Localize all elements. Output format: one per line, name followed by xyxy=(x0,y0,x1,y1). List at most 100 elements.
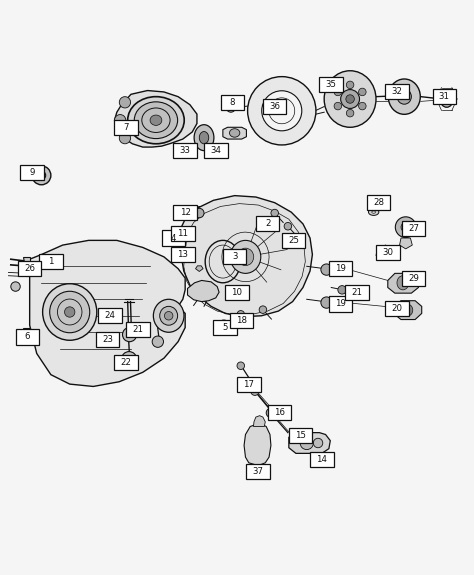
Ellipse shape xyxy=(341,90,359,109)
Ellipse shape xyxy=(64,307,75,317)
Circle shape xyxy=(321,297,332,308)
Polygon shape xyxy=(244,423,271,466)
Text: 16: 16 xyxy=(274,408,285,417)
Circle shape xyxy=(115,114,126,126)
Circle shape xyxy=(300,436,313,450)
Polygon shape xyxy=(388,273,419,293)
Text: 17: 17 xyxy=(243,380,254,389)
FancyBboxPatch shape xyxy=(220,95,244,110)
Text: 23: 23 xyxy=(102,335,113,344)
FancyBboxPatch shape xyxy=(230,313,254,328)
FancyBboxPatch shape xyxy=(329,297,353,312)
FancyBboxPatch shape xyxy=(263,98,286,114)
Ellipse shape xyxy=(237,248,254,266)
Circle shape xyxy=(25,337,30,342)
Text: 21: 21 xyxy=(133,325,144,335)
Text: 8: 8 xyxy=(229,98,235,108)
Circle shape xyxy=(152,336,164,347)
Circle shape xyxy=(226,103,236,112)
Circle shape xyxy=(401,223,410,232)
Text: 25: 25 xyxy=(288,236,299,245)
Circle shape xyxy=(251,387,259,396)
Circle shape xyxy=(221,324,226,328)
Polygon shape xyxy=(180,196,312,317)
Ellipse shape xyxy=(164,312,173,320)
FancyBboxPatch shape xyxy=(366,195,390,210)
Ellipse shape xyxy=(368,209,379,216)
Circle shape xyxy=(313,438,323,448)
Polygon shape xyxy=(400,238,412,249)
Ellipse shape xyxy=(388,79,420,114)
Ellipse shape xyxy=(32,166,51,185)
Circle shape xyxy=(11,282,20,292)
Text: 35: 35 xyxy=(326,81,337,89)
Text: 29: 29 xyxy=(408,274,419,282)
FancyBboxPatch shape xyxy=(346,285,369,300)
FancyBboxPatch shape xyxy=(173,205,197,220)
FancyBboxPatch shape xyxy=(162,231,185,246)
Circle shape xyxy=(237,310,245,318)
Ellipse shape xyxy=(229,129,240,137)
Ellipse shape xyxy=(247,76,316,145)
FancyBboxPatch shape xyxy=(376,244,400,260)
Ellipse shape xyxy=(346,95,355,103)
FancyBboxPatch shape xyxy=(385,85,409,99)
Text: 11: 11 xyxy=(177,229,188,238)
Ellipse shape xyxy=(194,125,214,151)
Text: 34: 34 xyxy=(210,147,221,155)
Text: 28: 28 xyxy=(373,198,384,207)
FancyBboxPatch shape xyxy=(237,377,261,392)
Polygon shape xyxy=(23,257,30,262)
Text: 15: 15 xyxy=(295,431,306,440)
Circle shape xyxy=(358,102,366,110)
Ellipse shape xyxy=(440,91,453,108)
Polygon shape xyxy=(115,90,197,147)
Circle shape xyxy=(380,247,386,254)
FancyBboxPatch shape xyxy=(310,452,334,467)
Text: 14: 14 xyxy=(316,455,328,464)
FancyBboxPatch shape xyxy=(319,77,343,93)
Polygon shape xyxy=(196,266,203,271)
Text: 19: 19 xyxy=(335,300,346,309)
Ellipse shape xyxy=(43,283,97,340)
Text: 13: 13 xyxy=(177,250,188,259)
Text: 20: 20 xyxy=(392,304,403,313)
Polygon shape xyxy=(289,432,330,453)
FancyBboxPatch shape xyxy=(18,261,41,276)
Circle shape xyxy=(237,362,245,370)
Ellipse shape xyxy=(50,292,90,333)
Circle shape xyxy=(321,264,332,275)
Circle shape xyxy=(218,320,230,332)
Text: 27: 27 xyxy=(408,224,419,233)
Text: 1: 1 xyxy=(48,257,54,266)
Text: 36: 36 xyxy=(269,102,280,110)
Polygon shape xyxy=(23,328,30,332)
Text: 30: 30 xyxy=(383,248,393,256)
Text: 6: 6 xyxy=(25,332,30,342)
FancyBboxPatch shape xyxy=(16,329,39,344)
Circle shape xyxy=(195,208,204,218)
Circle shape xyxy=(346,81,354,89)
FancyBboxPatch shape xyxy=(289,428,312,443)
Polygon shape xyxy=(376,245,390,258)
Circle shape xyxy=(346,109,354,117)
Text: 33: 33 xyxy=(180,147,191,155)
Ellipse shape xyxy=(324,71,376,127)
FancyBboxPatch shape xyxy=(246,463,270,479)
FancyBboxPatch shape xyxy=(213,320,237,335)
Text: 31: 31 xyxy=(439,92,450,101)
Circle shape xyxy=(119,97,131,108)
Ellipse shape xyxy=(37,171,46,179)
Polygon shape xyxy=(393,301,422,320)
FancyBboxPatch shape xyxy=(20,164,44,179)
Text: 24: 24 xyxy=(104,311,115,320)
FancyBboxPatch shape xyxy=(126,323,150,338)
Ellipse shape xyxy=(397,276,409,290)
Circle shape xyxy=(395,217,416,237)
Circle shape xyxy=(22,334,33,345)
Polygon shape xyxy=(30,240,185,386)
FancyBboxPatch shape xyxy=(98,308,121,323)
Text: 7: 7 xyxy=(124,123,129,132)
Circle shape xyxy=(358,88,366,95)
Circle shape xyxy=(119,132,131,144)
